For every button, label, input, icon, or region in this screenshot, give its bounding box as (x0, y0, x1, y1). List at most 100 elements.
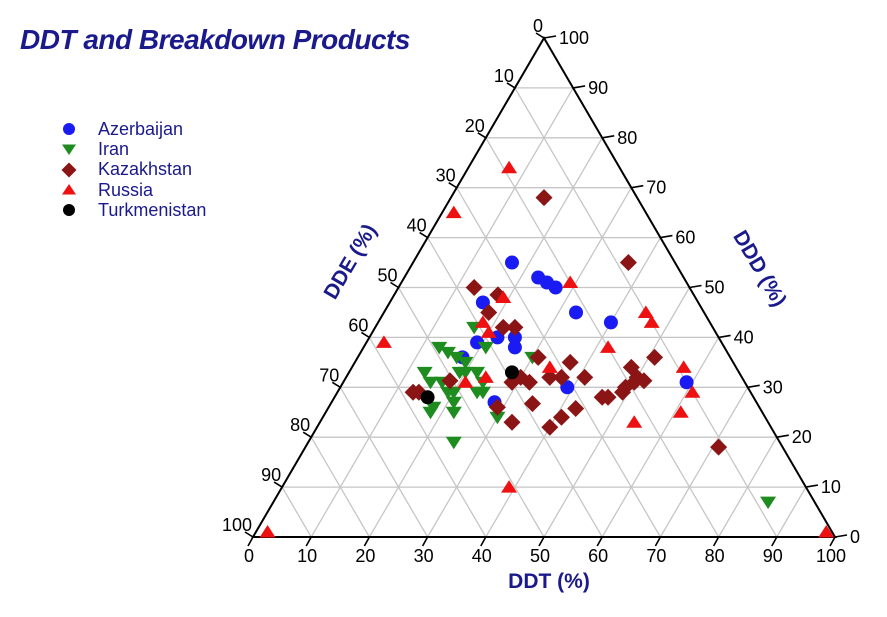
tick-label-right: 0 (850, 527, 860, 547)
data-point (520, 373, 538, 391)
data-point (684, 385, 701, 398)
axis-title-left: DDE (%) (319, 220, 381, 303)
data-point (560, 380, 575, 395)
data-point (675, 360, 692, 373)
tick-label-bottom: 50 (530, 546, 550, 566)
legend-marker-diamond-icon (61, 162, 77, 178)
data-point (541, 418, 559, 436)
tick-label-bottom: 100 (816, 546, 846, 566)
data-point (501, 160, 518, 174)
data-point (614, 383, 632, 401)
legend-marker-triangle-down-icon (62, 144, 76, 156)
data-point (637, 305, 654, 318)
data-point (420, 390, 435, 405)
tick-label-left: 0 (533, 16, 543, 36)
data-point (475, 295, 490, 310)
tick-labels: 0 10 20 30 40 50 60 70 80 90 100010203040506070809… (222, 16, 860, 566)
data-point (477, 341, 494, 355)
data-point (603, 315, 618, 330)
data-point (672, 405, 689, 418)
series-iran (416, 321, 777, 510)
data-point (488, 398, 506, 416)
tick-label-right: 100 (559, 28, 589, 48)
data-point (576, 368, 594, 386)
tick-label-bottom: 10 (297, 546, 317, 566)
legend-marker-circle-icon (63, 204, 75, 217)
tick-label-bottom: 60 (588, 546, 608, 566)
data-point (507, 330, 522, 345)
tick-label-bottom: 70 (646, 546, 666, 566)
data-point (643, 315, 660, 328)
data-point (567, 400, 585, 418)
data-point (474, 315, 491, 328)
legend-item: Turkmenistan (58, 200, 206, 220)
tick-label-right: 30 (763, 377, 783, 397)
tick-label-right: 10 (821, 477, 841, 497)
data-point (465, 279, 483, 296)
data-point (523, 395, 541, 413)
tick-label-left: 60 (348, 315, 368, 335)
data-point (625, 373, 643, 391)
axis-title-bottom: DDT (%) (508, 570, 590, 593)
data-point (599, 388, 617, 406)
data-point (431, 341, 448, 355)
tick-label-right: 60 (675, 228, 695, 248)
data-point (404, 383, 422, 401)
data-point (445, 396, 462, 410)
data-point (503, 413, 521, 431)
data-point (480, 325, 497, 338)
tick-label-left: 100 (222, 515, 252, 535)
data-point (818, 525, 835, 538)
legend-label: Turkmenistan (98, 199, 207, 220)
data-point (439, 346, 456, 360)
legend-marker-triangle-up-icon (62, 184, 76, 195)
data-point (469, 366, 486, 380)
data-point (569, 305, 584, 320)
tick-label-bottom: 0 (244, 546, 254, 566)
data-point (529, 348, 547, 366)
tick-label-left: 70 (319, 365, 339, 385)
data-point (441, 372, 459, 390)
data-point (259, 525, 276, 538)
legend-label: Azerbaijan (98, 118, 184, 139)
data-point (474, 386, 491, 400)
tick-label-left: 40 (407, 216, 427, 236)
data-point (600, 340, 617, 353)
data-point (626, 415, 643, 428)
tick-label-bottom: 90 (763, 546, 783, 566)
tick-label-left: 90 (261, 465, 281, 485)
legend-item: Azerbaijan (58, 119, 206, 139)
data-point (445, 436, 462, 450)
tick-label-left: 50 (377, 266, 397, 286)
data-point (535, 189, 553, 207)
chart-title: DDT and Breakdown Products (20, 24, 410, 55)
data-point (494, 318, 512, 336)
tick-label-bottom: 80 (705, 546, 725, 566)
data-point (503, 373, 521, 391)
tick-label-bottom: 40 (472, 546, 492, 566)
data-point (504, 365, 519, 380)
tick-label-left: 10 (494, 66, 514, 86)
legend: Azerbaijan Iran Kazakhstan Russia Turkmenist… (58, 119, 206, 220)
tick-marks (244, 32, 848, 547)
legend-marker-circle-icon (63, 123, 75, 136)
tick-label-right: 50 (705, 278, 725, 298)
tick-label-right: 90 (588, 78, 608, 98)
data-point (480, 303, 498, 321)
series-turkmenistan (420, 365, 519, 405)
data-point (561, 353, 579, 371)
series-kazakhstan (404, 189, 728, 456)
data-point (619, 254, 637, 272)
data-point (416, 366, 433, 380)
data-series (259, 160, 835, 538)
data-point (541, 368, 559, 386)
data-point (495, 290, 512, 303)
data-point (375, 335, 392, 348)
legend-label: Iran (98, 138, 130, 159)
data-point (646, 348, 664, 366)
legend-label: Russia (98, 179, 154, 200)
axis-title-right: DDD (%) (728, 227, 790, 311)
data-point (507, 340, 522, 355)
